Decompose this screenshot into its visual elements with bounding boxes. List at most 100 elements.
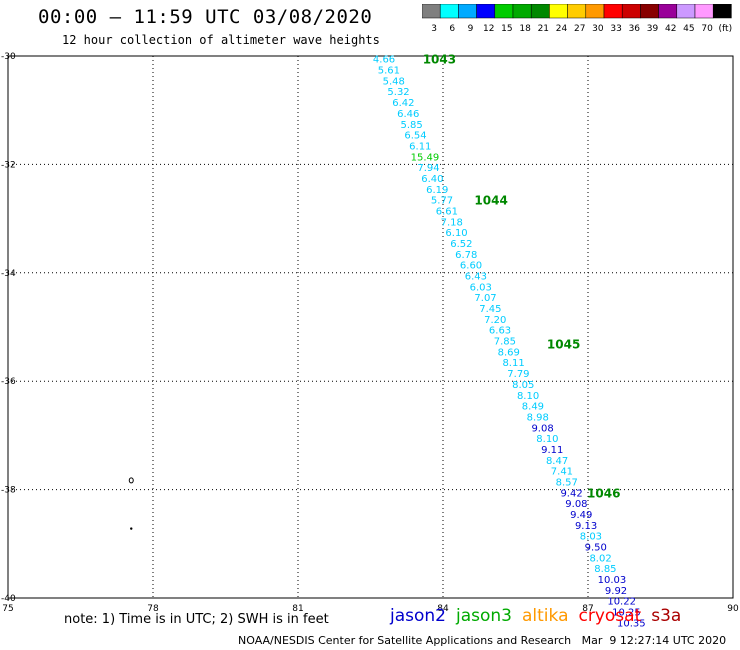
wave-height-value: 6.42 bbox=[392, 98, 414, 109]
color-swatch bbox=[712, 4, 732, 19]
x-tick-label: 81 bbox=[292, 604, 303, 614]
wave-height-value: 5.61 bbox=[378, 66, 400, 77]
wave-height-value: 8.49 bbox=[522, 402, 544, 413]
color-scale-label: 18 bbox=[519, 24, 531, 34]
wave-height-value: 6.11 bbox=[409, 141, 431, 152]
color-scale-label: 70 bbox=[701, 24, 713, 34]
wave-height-value: 15.49 bbox=[411, 152, 440, 163]
wave-height-value: 8.02 bbox=[589, 553, 611, 564]
color-scale-label: 9 bbox=[468, 24, 474, 34]
color-scale-label: 36 bbox=[629, 24, 641, 34]
wave-height-value: 5.77 bbox=[431, 196, 453, 207]
wave-height-value: 8.03 bbox=[580, 532, 602, 543]
wave-height-value: 6.61 bbox=[436, 206, 458, 217]
x-tick-label: 84 bbox=[437, 604, 449, 614]
pass-time-label: 1046 bbox=[587, 486, 620, 500]
color-scale-label: 24 bbox=[556, 24, 568, 34]
wave-height-value: 6.60 bbox=[460, 261, 482, 272]
wave-height-value: 7.41 bbox=[551, 467, 573, 478]
y-tick-label: -40 bbox=[1, 594, 16, 604]
wave-height-value: 9.49 bbox=[570, 510, 592, 521]
wave-height-value: 6.03 bbox=[470, 282, 492, 293]
pass-time-label: 1044 bbox=[474, 194, 507, 208]
wave-height-value: 8.98 bbox=[527, 412, 549, 423]
wave-height-value: 8.85 bbox=[594, 564, 616, 575]
wave-height-value: 8.47 bbox=[546, 456, 568, 467]
wave-height-value: 6.10 bbox=[445, 228, 467, 239]
y-tick-label: -38 bbox=[1, 486, 16, 496]
wave-height-value: 6.43 bbox=[465, 272, 487, 283]
wave-height-value: 5.32 bbox=[387, 87, 409, 98]
wave-height-value: 5.48 bbox=[383, 76, 405, 87]
color-scale-legend: 3 6 9 12 15 18 21 24 27 30 33 36 39 42 45 70 (ft) bbox=[422, 4, 732, 34]
wave-height-value: 6.78 bbox=[455, 250, 477, 261]
satellite-jason2: jason2 bbox=[390, 606, 446, 626]
x-tick-label: 87 bbox=[582, 604, 593, 614]
wave-height-value: 6.46 bbox=[397, 109, 419, 120]
color-scale-label: (ft) bbox=[719, 24, 732, 34]
wave-height-value: 8.05 bbox=[512, 380, 534, 391]
y-tick-label: -36 bbox=[1, 377, 16, 387]
wave-height-value: 8.57 bbox=[556, 477, 578, 488]
wave-height-value: 9.13 bbox=[575, 521, 597, 532]
map-frame bbox=[7, 55, 734, 599]
wave-height-value: 8.10 bbox=[536, 434, 558, 445]
color-scale-label: 3 bbox=[431, 24, 437, 34]
wave-height-value: 7.94 bbox=[417, 163, 439, 174]
satellite-jason3: jason3 bbox=[456, 606, 512, 626]
wave-height-value: 7.85 bbox=[494, 337, 516, 348]
x-tick-label: 75 bbox=[2, 604, 13, 614]
wave-height-value: 10.22 bbox=[607, 597, 636, 608]
x-tick-label: 90 bbox=[727, 604, 739, 614]
color-scale-label: 27 bbox=[574, 24, 585, 34]
wave-height-value: 5.85 bbox=[400, 120, 422, 131]
wave-height-value: 9.92 bbox=[605, 586, 627, 597]
credit-footer: NOAA/NESDIS Center for Satellite Applica… bbox=[238, 634, 727, 647]
wave-height-value: 8.10 bbox=[517, 391, 539, 402]
wave-height-value: 7.07 bbox=[474, 293, 496, 304]
wave-height-value: 6.40 bbox=[421, 174, 443, 185]
y-tick-label: -30 bbox=[1, 52, 16, 62]
color-scale-label: 6 bbox=[449, 24, 455, 34]
wave-height-value: 9.42 bbox=[560, 488, 582, 499]
wave-height-value: 9.11 bbox=[541, 445, 563, 456]
wave-height-value: 6.54 bbox=[404, 131, 426, 142]
y-tick-label: -34 bbox=[1, 269, 16, 279]
satellite-legend: jason2 jason3 altika cryosat s3a bbox=[390, 606, 691, 626]
wave-height-value: 6.52 bbox=[450, 239, 472, 250]
color-scale-label: 42 bbox=[665, 24, 676, 34]
color-scale-label: 30 bbox=[592, 24, 604, 34]
page-subtitle: 12 hour collection of altimeter wave hei… bbox=[62, 33, 380, 47]
wave-height-value: 8.11 bbox=[502, 358, 524, 369]
wave-height-value: 4.66 bbox=[373, 55, 395, 66]
wave-height-value: 10.25 bbox=[612, 608, 641, 619]
wave-height-value: 10.03 bbox=[598, 575, 627, 586]
pass-time-label: 1045 bbox=[547, 337, 580, 351]
island-marker bbox=[130, 527, 133, 530]
wave-height-value: 9.08 bbox=[565, 499, 587, 510]
satellite-cryosat: cryosat bbox=[578, 606, 642, 626]
units-note: note: 1) Time is in UTC; 2) SWH is in fe… bbox=[64, 612, 329, 627]
wave-height-value: 6.63 bbox=[489, 326, 511, 337]
color-scale-label: 21 bbox=[538, 24, 549, 34]
page-title: 00:00 – 11:59 UTC 03/08/2020 bbox=[38, 6, 373, 28]
pass-time-label: 1043 bbox=[423, 53, 456, 67]
color-scale-label: 45 bbox=[683, 24, 694, 34]
satellite-s3a: s3a bbox=[651, 606, 682, 626]
wave-height-value: 9.08 bbox=[531, 423, 553, 434]
color-scale-label: 33 bbox=[610, 24, 621, 34]
wave-height-value: 10.35 bbox=[617, 618, 646, 629]
color-scale-label: 39 bbox=[647, 24, 659, 34]
x-tick-label: 78 bbox=[147, 604, 159, 614]
y-tick-label: -32 bbox=[1, 160, 16, 170]
color-scale-label: 12 bbox=[483, 24, 494, 34]
wave-height-value: 8.69 bbox=[498, 347, 520, 358]
wave-height-value: 7.20 bbox=[484, 315, 506, 326]
color-scale-label: 15 bbox=[501, 24, 512, 34]
wave-height-value: 7.18 bbox=[441, 217, 463, 228]
island-marker bbox=[128, 477, 134, 484]
wave-height-value: 7.45 bbox=[479, 304, 501, 315]
wave-height-value: 6.19 bbox=[426, 185, 448, 196]
wave-height-value: 9.50 bbox=[585, 543, 607, 554]
